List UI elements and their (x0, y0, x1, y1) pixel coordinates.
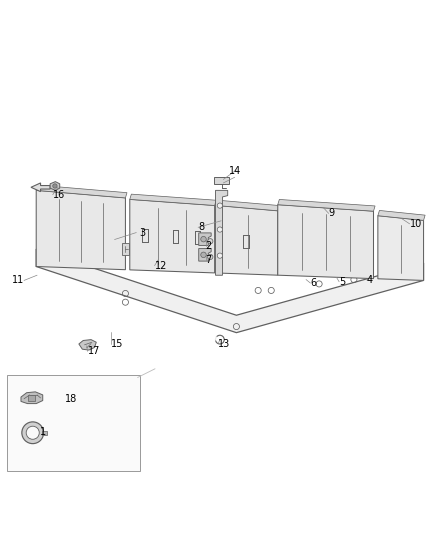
Polygon shape (215, 190, 228, 275)
Text: 15: 15 (111, 339, 124, 349)
Circle shape (208, 239, 213, 244)
Text: 18: 18 (64, 394, 77, 404)
Text: 4: 4 (367, 276, 373, 286)
Circle shape (22, 422, 44, 443)
Text: 11: 11 (12, 276, 24, 286)
Polygon shape (21, 392, 43, 403)
Text: 8: 8 (198, 222, 204, 232)
Polygon shape (36, 249, 424, 333)
Circle shape (201, 252, 206, 257)
Circle shape (217, 227, 223, 232)
Circle shape (217, 253, 223, 259)
FancyBboxPatch shape (7, 375, 140, 471)
Circle shape (217, 203, 223, 208)
Text: 17: 17 (88, 346, 100, 357)
Polygon shape (214, 177, 229, 184)
Circle shape (53, 184, 57, 188)
Text: 6: 6 (311, 278, 317, 288)
Polygon shape (218, 206, 278, 275)
Polygon shape (199, 248, 211, 261)
Polygon shape (79, 340, 96, 350)
Polygon shape (218, 200, 279, 211)
Circle shape (201, 237, 206, 242)
Polygon shape (36, 185, 127, 198)
Text: 9: 9 (328, 208, 335, 219)
Text: 12: 12 (155, 261, 167, 271)
Text: 1: 1 (40, 427, 46, 437)
Bar (42, 431, 47, 435)
Text: 16: 16 (53, 190, 65, 200)
Polygon shape (378, 211, 425, 220)
Text: 3: 3 (140, 228, 146, 238)
Polygon shape (130, 194, 216, 205)
Text: 13: 13 (218, 339, 230, 349)
Polygon shape (199, 233, 211, 245)
Text: 7: 7 (205, 255, 211, 265)
Polygon shape (36, 190, 125, 270)
Bar (28, 395, 35, 400)
Polygon shape (278, 205, 374, 279)
Text: 2: 2 (205, 240, 211, 251)
Polygon shape (130, 199, 215, 273)
Text: 10: 10 (410, 219, 422, 229)
Polygon shape (378, 216, 424, 280)
Polygon shape (278, 199, 375, 211)
Text: 14: 14 (229, 166, 241, 176)
Circle shape (26, 426, 39, 439)
Polygon shape (31, 183, 50, 192)
Text: 5: 5 (339, 277, 346, 287)
Bar (122, 243, 129, 255)
Polygon shape (50, 182, 60, 190)
Circle shape (208, 254, 213, 260)
